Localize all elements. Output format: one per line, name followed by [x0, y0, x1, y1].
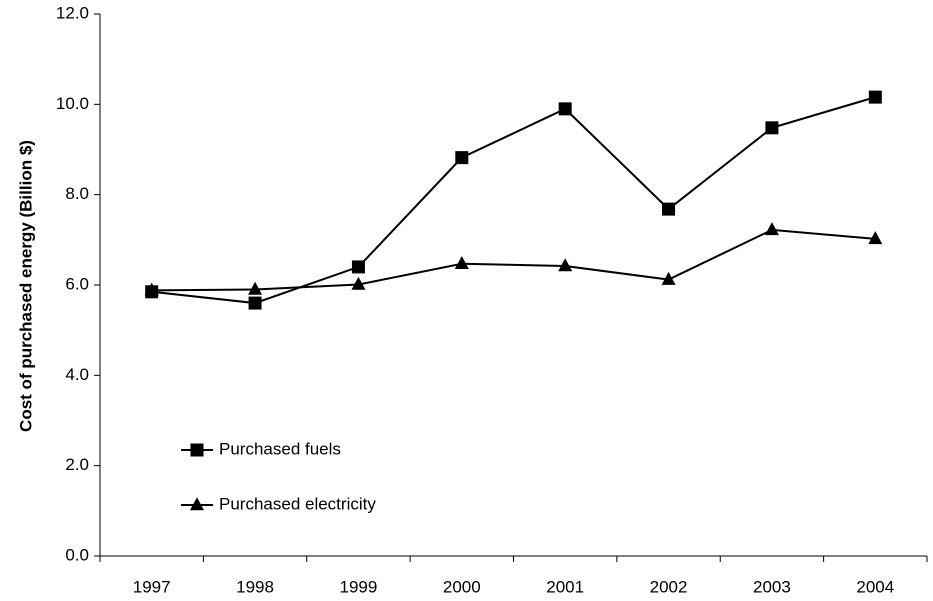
legend-label-purchased-electricity: Purchased electricity	[219, 494, 376, 513]
legend-marker-purchased-electricity	[190, 497, 204, 511]
data-point-purchased-electricity	[351, 276, 366, 290]
data-point-purchased-fuels	[455, 151, 469, 165]
y-tick-label: 8.0	[65, 184, 89, 203]
x-tick-label: 2002	[650, 577, 688, 596]
legend-item-purchased-electricity: Purchased electricity	[181, 494, 376, 513]
data-point-purchased-electricity	[144, 282, 159, 296]
legend: Purchased fuels Purchased electricity	[181, 439, 376, 513]
x-tick-label: 1997	[133, 577, 171, 596]
data-point-purchased-fuels	[868, 90, 882, 104]
y-tick-label: 2.0	[65, 455, 89, 474]
x-tick-label: 2003	[753, 577, 791, 596]
y-tick-label: 4.0	[65, 365, 89, 384]
series-layer	[144, 90, 883, 310]
data-point-purchased-electricity	[248, 281, 263, 295]
y-axis-title: Cost of purchased energy (Billion $)	[16, 140, 35, 432]
x-tick-label: 2000	[443, 577, 481, 596]
legend-label-purchased-fuels: Purchased fuels	[219, 439, 341, 458]
legend-item-purchased-fuels: Purchased fuels	[181, 439, 341, 458]
tick-labels: 0.0 2.0 4.0 6.0 8.0 10.0 12.0 1997 1998 1999 2000 2…	[56, 3, 894, 596]
series-line-purchased-fuels	[151, 96, 876, 305]
data-point-purchased-electricity	[454, 256, 469, 270]
y-tick-label: 6.0	[65, 274, 89, 293]
data-point-purchased-fuels	[248, 296, 262, 310]
data-point-purchased-fuels	[662, 202, 676, 216]
legend-marker-purchased-fuels	[190, 443, 204, 457]
data-point-purchased-electricity	[558, 258, 573, 272]
data-point-purchased-electricity	[868, 231, 883, 245]
data-point-purchased-electricity	[764, 222, 779, 236]
x-tick-label: 1999	[340, 577, 378, 596]
series-purchased-fuels	[145, 90, 882, 310]
axes	[94, 13, 928, 562]
data-point-purchased-fuels	[765, 121, 779, 135]
y-tick-label: 12.0	[56, 3, 89, 22]
data-point-purchased-electricity	[661, 271, 676, 285]
data-point-purchased-fuels	[558, 102, 572, 116]
x-tick-label: 2001	[546, 577, 584, 596]
series-line-purchased-electricity	[151, 228, 876, 292]
y-tick-label: 10.0	[56, 94, 89, 113]
x-tick-label: 2004	[856, 577, 894, 596]
data-point-purchased-fuels	[351, 260, 365, 274]
series-purchased-electricity	[144, 222, 883, 296]
x-tick-label: 1998	[236, 577, 274, 596]
y-tick-label: 0.0	[65, 545, 89, 564]
